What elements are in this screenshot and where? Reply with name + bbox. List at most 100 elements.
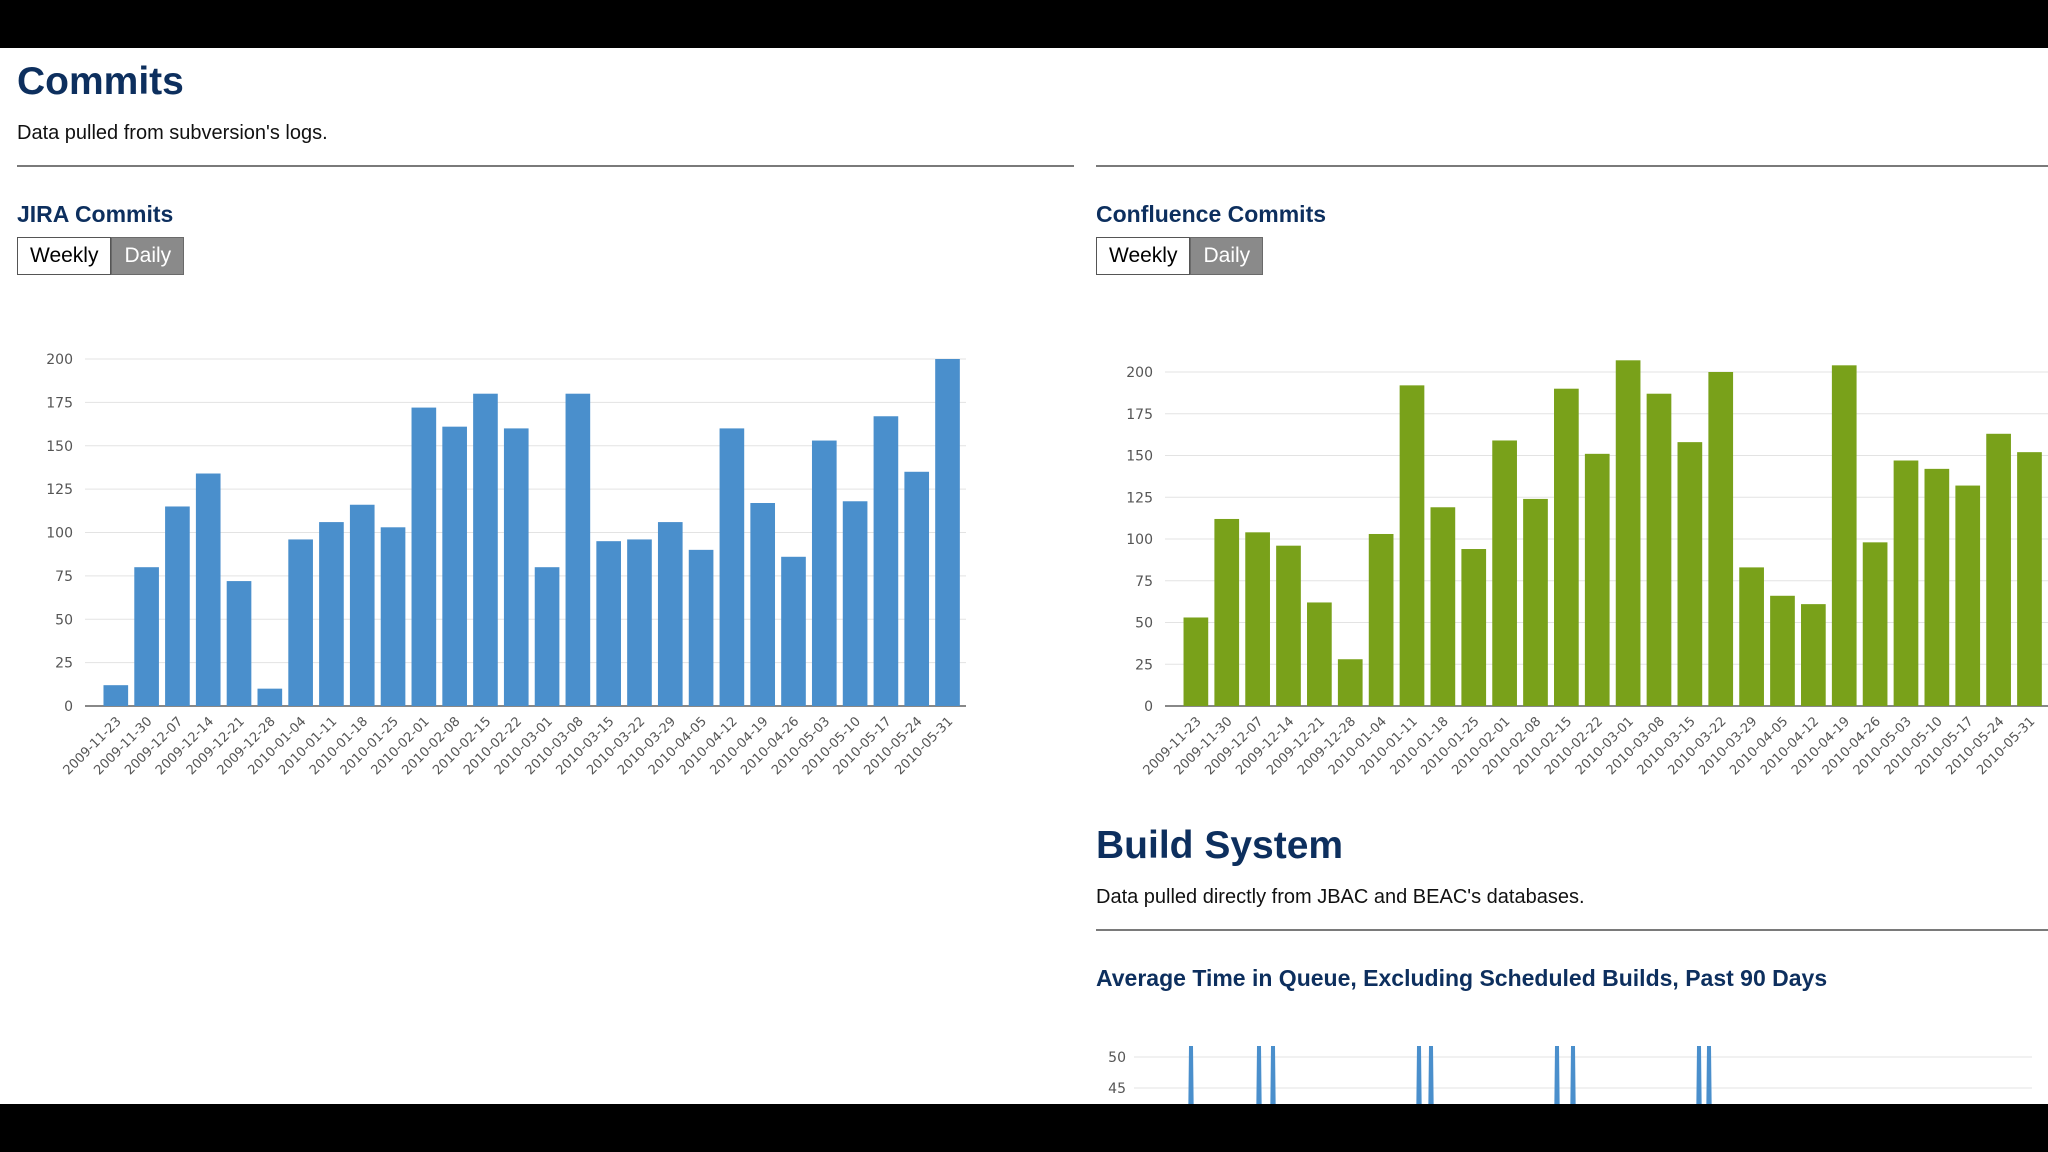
bar[interactable]	[1708, 372, 1734, 706]
bar[interactable]	[781, 556, 806, 706]
y-tick-label: 100	[46, 526, 73, 542]
series-line	[1188, 1045, 1194, 1104]
commits-description: Data pulled from subversion's logs.	[17, 122, 328, 144]
bar[interactable]	[195, 473, 221, 706]
confluence-daily-button[interactable]: Daily	[1190, 237, 1264, 275]
build-system-rule	[1096, 929, 2048, 931]
bar[interactable]	[380, 527, 406, 706]
y-tick-label: 200	[46, 352, 73, 368]
bar[interactable]	[873, 416, 899, 706]
commits-rule-right	[1096, 165, 2048, 167]
series-line	[1416, 1045, 1422, 1104]
bar[interactable]	[349, 504, 375, 706]
bar[interactable]	[719, 428, 745, 706]
bar[interactable]	[688, 549, 714, 706]
bar[interactable]	[750, 503, 776, 706]
bar[interactable]	[596, 541, 621, 706]
bar[interactable]	[565, 393, 591, 706]
bar[interactable]	[503, 428, 529, 706]
confluence-commits-chart: 02550751001251501752002009-11-232009-11-…	[1126, 360, 2048, 778]
jira-commits-heading: JIRA Commits	[17, 201, 174, 227]
bar[interactable]	[1399, 385, 1425, 706]
bar[interactable]	[1677, 442, 1703, 706]
bar[interactable]	[319, 522, 344, 706]
bar[interactable]	[1461, 549, 1487, 706]
bar[interactable]	[1801, 604, 1826, 706]
bar[interactable]	[226, 581, 252, 706]
confluence-period-toggle: Weekly Daily	[1096, 237, 1264, 275]
jira-commits-chart: 02550751001251501752002009-11-232009-11-…	[46, 352, 966, 778]
bar[interactable]	[627, 539, 652, 706]
bar[interactable]	[1924, 468, 1950, 706]
y-tick-label: 175	[1126, 407, 1153, 423]
bar[interactable]	[1276, 545, 1301, 706]
bar[interactable]	[411, 407, 437, 706]
jira-weekly-button[interactable]: Weekly	[17, 237, 112, 275]
bar[interactable]	[1986, 433, 2011, 706]
bar[interactable]	[1214, 518, 1240, 706]
jira-period-toggle: Weekly Daily	[17, 237, 185, 275]
series-line	[1696, 1045, 1702, 1104]
bar[interactable]	[904, 471, 930, 706]
bar[interactable]	[1183, 617, 1209, 706]
bar[interactable]	[2017, 452, 2042, 706]
y-tick-label: 0	[1144, 699, 1153, 715]
bar[interactable]	[1739, 567, 1764, 706]
y-tick-label: 25	[55, 656, 73, 672]
build-system-heading: Build System	[1096, 824, 1344, 867]
bar[interactable]	[1492, 440, 1517, 706]
confluence-commits-heading: Confluence Commits	[1096, 201, 1327, 227]
bar[interactable]	[103, 685, 129, 706]
bar[interactable]	[1368, 533, 1394, 706]
y-tick-label: 50	[1135, 616, 1153, 632]
bar[interactable]	[657, 522, 683, 706]
y-tick-label: 150	[46, 439, 73, 455]
bar[interactable]	[257, 688, 283, 706]
series-line	[1270, 1045, 1276, 1104]
bar[interactable]	[1862, 542, 1888, 706]
bar[interactable]	[1831, 365, 1857, 706]
dashboard-page: Commits Data pulled from subversion's lo…	[0, 48, 2048, 1104]
confluence-weekly-button[interactable]: Weekly	[1096, 237, 1191, 275]
commits-heading: Commits	[17, 60, 184, 103]
bar[interactable]	[935, 359, 960, 706]
bar[interactable]	[1584, 453, 1610, 706]
jira-daily-button[interactable]: Daily	[111, 237, 185, 275]
y-tick-label: 125	[1126, 490, 1153, 506]
series-line	[1706, 1045, 1712, 1104]
series-line	[1570, 1045, 1576, 1104]
bar[interactable]	[473, 393, 498, 706]
bar[interactable]	[288, 539, 313, 706]
queue-time-chart: 50454035	[1108, 1045, 2032, 1104]
bar[interactable]	[1955, 485, 1981, 706]
bar[interactable]	[1615, 360, 1641, 706]
bar[interactable]	[842, 501, 868, 706]
bar[interactable]	[811, 440, 837, 706]
build-system-description: Data pulled directly from JBAC and BEAC'…	[1096, 886, 1585, 908]
queue-time-heading: Average Time in Queue, Excluding Schedul…	[1096, 965, 1828, 991]
bar[interactable]	[1307, 602, 1332, 706]
y-tick-label: 200	[1126, 365, 1153, 381]
y-tick-label: 75	[1135, 574, 1153, 590]
commits-rule-left	[17, 165, 1074, 167]
bar[interactable]	[165, 506, 190, 706]
y-tick-label: 50	[55, 612, 73, 628]
y-tick-label: 100	[1126, 532, 1153, 548]
bar[interactable]	[134, 567, 159, 706]
y-tick-label: 175	[46, 395, 73, 411]
bar[interactable]	[1245, 532, 1270, 706]
bar[interactable]	[1430, 507, 1456, 706]
series-line	[1256, 1045, 1262, 1104]
bar[interactable]	[1646, 393, 1672, 706]
y-tick-label: 45	[1108, 1081, 1126, 1097]
bar[interactable]	[1554, 388, 1579, 706]
bar[interactable]	[442, 426, 467, 706]
bar[interactable]	[1770, 595, 1795, 706]
bar[interactable]	[1337, 659, 1363, 706]
bar[interactable]	[1893, 460, 1919, 706]
series-line	[1554, 1045, 1560, 1104]
bar[interactable]	[534, 567, 560, 706]
series-line	[1428, 1045, 1434, 1104]
y-tick-label: 125	[46, 482, 73, 498]
bar[interactable]	[1523, 498, 1548, 706]
